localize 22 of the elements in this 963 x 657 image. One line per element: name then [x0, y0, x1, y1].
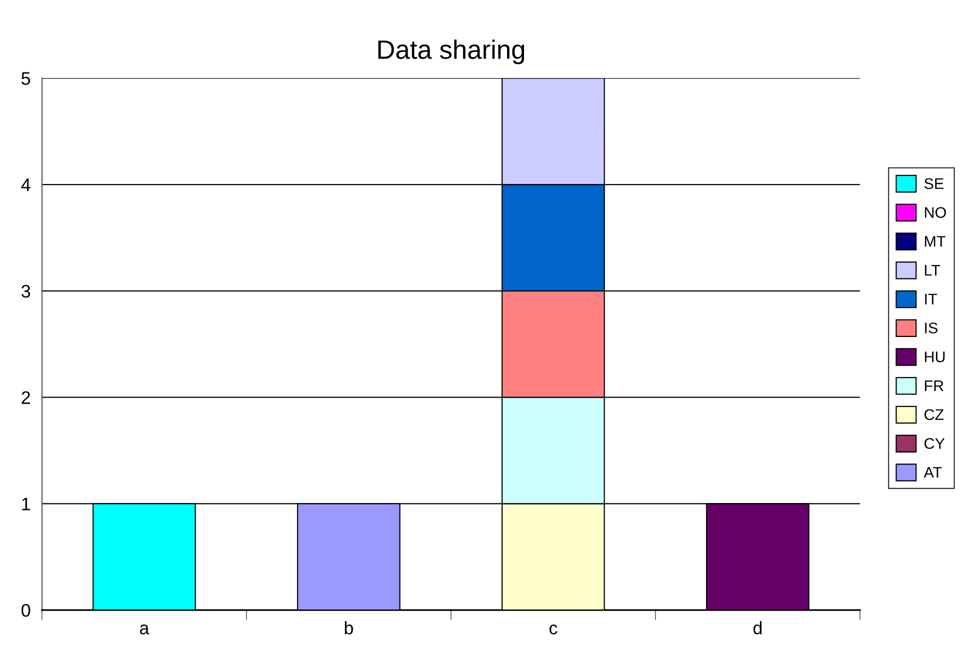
y-tick-label: 1: [22, 498, 30, 510]
y-tick-label: 3: [22, 284, 30, 298]
legend-label: IT: [925, 294, 937, 304]
y-tick-label: 5: [22, 72, 30, 85]
legend-label: SE: [924, 178, 944, 190]
y-tick-label: 4: [21, 178, 30, 192]
chart-title: Data sharing: [378, 40, 524, 64]
legend-label: FR: [924, 380, 944, 392]
legend-label: CY: [924, 438, 945, 449]
legend-label: AT: [924, 467, 942, 478]
x-tick-label: a: [140, 624, 150, 634]
legend-label: NO: [924, 207, 946, 218]
x-tick-label: c: [549, 624, 558, 634]
y-tick-label: 2: [22, 391, 30, 404]
legend-label: LT: [924, 265, 940, 276]
x-tick-label: d: [753, 621, 762, 634]
y-tick-label: 0: [22, 604, 30, 617]
legend-label: CZ: [924, 409, 944, 420]
legend-label: HU: [924, 352, 945, 362]
x-tick-label: b: [344, 621, 353, 634]
legend-label: MT: [924, 236, 946, 247]
legend-label: IS: [925, 322, 938, 334]
